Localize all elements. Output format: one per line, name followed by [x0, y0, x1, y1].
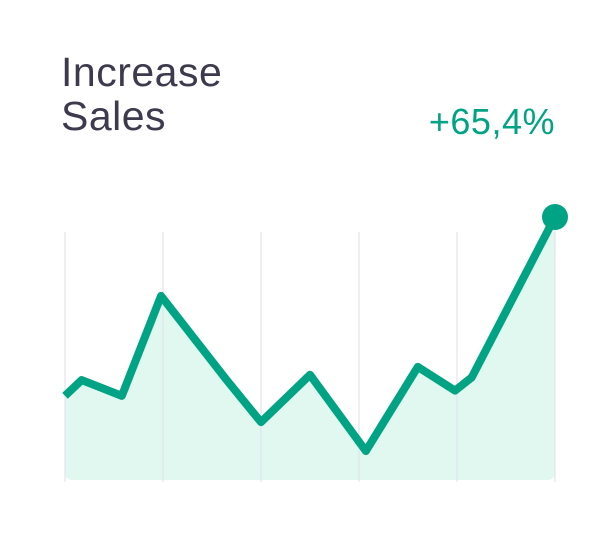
end-point-marker: [542, 204, 568, 230]
change-percentage: +65,4%: [428, 101, 555, 142]
title-line-2: Sales: [61, 93, 167, 139]
card-title: Increase Sales: [61, 50, 222, 138]
area-fill: [65, 217, 555, 480]
sales-line: [62, 215, 559, 456]
title-line-1: Increase: [61, 49, 223, 95]
